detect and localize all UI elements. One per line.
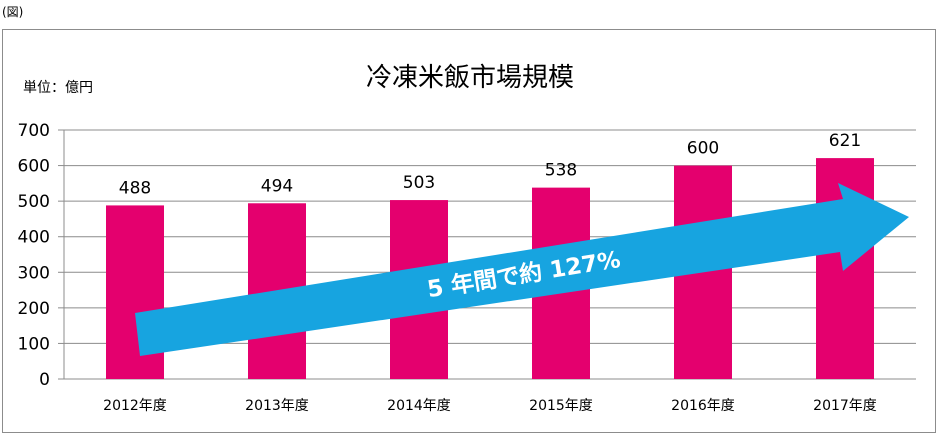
x-tick-label: 2013年度 — [245, 398, 309, 414]
y-tick-label: 700 — [18, 121, 50, 141]
data-labels: 488 494 503 538 600 621 — [119, 131, 861, 198]
y-tick-label: 200 — [18, 299, 50, 319]
y-axis-ticks: 0 100 200 300 400 500 600 700 — [18, 121, 50, 390]
data-label: 621 — [829, 131, 861, 151]
y-tick-label: 300 — [18, 263, 50, 283]
x-axis-ticks: 2012年度 2013年度 2014年度 2015年度 2016年度 2017年度 — [103, 398, 877, 414]
x-tick-label: 2015年度 — [529, 398, 593, 414]
x-tick-label: 2016年度 — [671, 398, 735, 414]
figure-caption: (図) — [2, 5, 24, 19]
y-tick-label: 400 — [18, 228, 50, 248]
trend-arrow-icon — [135, 183, 909, 356]
y-tick-label: 0 — [39, 370, 50, 390]
data-label: 538 — [545, 161, 577, 181]
chart-title: 冷凍米飯市場規模 — [365, 63, 574, 93]
unit-label: 単位：億円 — [23, 80, 93, 96]
x-tick-label: 2012年度 — [103, 398, 167, 414]
y-tick-label: 600 — [18, 157, 50, 177]
x-tick-label: 2014年度 — [387, 398, 451, 414]
data-label: 503 — [403, 173, 435, 193]
x-tick-label: 2017年度 — [813, 398, 877, 414]
y-tick-label: 500 — [18, 192, 50, 212]
data-label: 600 — [687, 139, 719, 159]
data-label: 494 — [261, 176, 293, 196]
y-tick-label: 100 — [18, 334, 50, 354]
data-label: 488 — [119, 178, 151, 198]
